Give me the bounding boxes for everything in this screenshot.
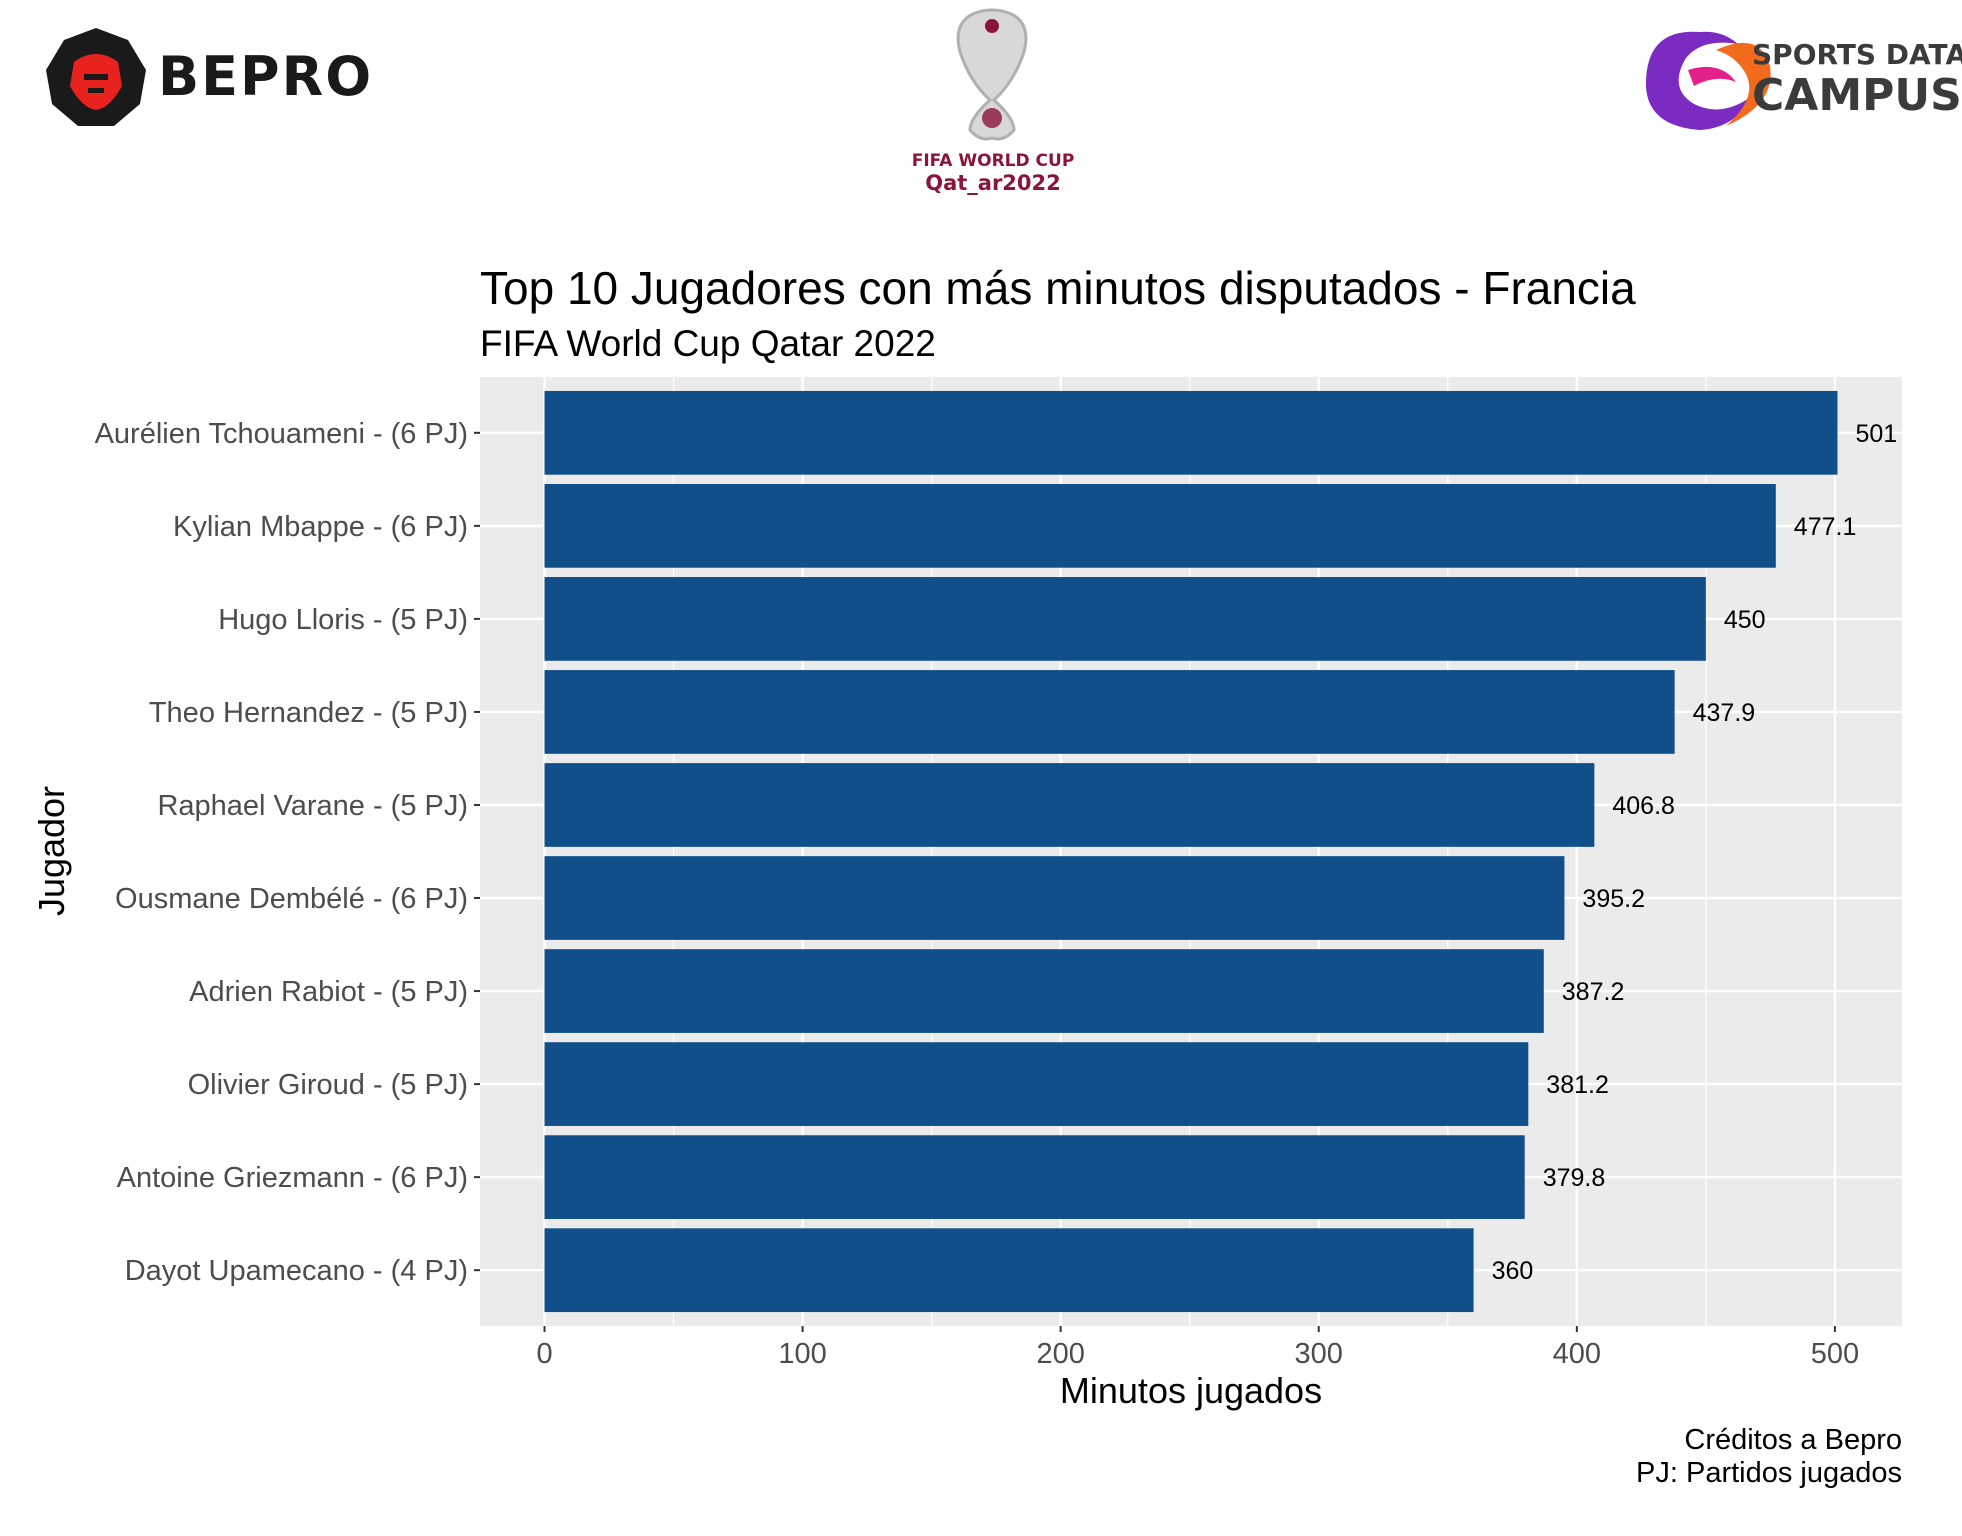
bar [544,390,1838,475]
data-label: 437.9 [1693,699,1756,727]
data-label: 395.2 [1582,885,1645,913]
data-label: 501 [1855,420,1897,448]
caption-legend-note: PJ: Partidos jugados [1636,1457,1902,1489]
x-axis: 0 100 200 300 400 500 [536,1326,1859,1370]
x-axis-title: Minutos jugados [1060,1370,1322,1411]
y-axis: Aurélien Tchouameni - (6 PJ) Kylian Mbapp… [95,418,480,1287]
bepro-wordmark: BEPRO [158,45,373,108]
data-label: 379.8 [1543,1164,1606,1192]
y-tick-label: Ousmane Dembélé - (6 PJ) [115,883,468,915]
bar [544,483,1776,568]
y-tick-label: Hugo Lloris - (5 PJ) [218,604,468,636]
data-labels: 501 477.1 450 437.9 406.8 395.2 387.2 381.2 379.… [1492,420,1898,1285]
fifa-logo-line1: FIFA WORLD CUP [912,151,1075,171]
x-tick-label: 300 [1295,1338,1343,1370]
caption-credits: Créditos a Bepro [1684,1424,1902,1456]
x-tick-label: 0 [536,1338,552,1370]
bar [544,670,1675,754]
data-label: 387.2 [1562,978,1625,1006]
bar [544,1042,1529,1126]
fifa-logo-line2: Qat_ar2022 [925,171,1061,195]
data-label: 406.8 [1612,792,1675,820]
bar [544,856,1565,940]
sports-data-campus-logo: SPORTS DATA CAMPUS [1645,31,1962,130]
data-label: 381.2 [1546,1071,1609,1099]
y-tick-label: Olivier Giroud - (5 PJ) [188,1069,468,1101]
bars [544,390,1838,1313]
y-tick-label: Theo Hernandez - (5 PJ) [149,697,468,729]
bar [544,1135,1525,1220]
data-label: 450 [1724,606,1766,634]
sdc-logo-line1: SPORTS DATA [1752,38,1962,71]
x-tick-label: 100 [778,1338,826,1370]
x-tick-label: 500 [1811,1338,1859,1370]
y-tick-label: Dayot Upamecano - (4 PJ) [125,1255,468,1287]
sdc-logo-line2: CAMPUS [1752,70,1962,121]
bepro-lion-icon [70,54,122,110]
bar [544,763,1595,847]
bar [544,1228,1474,1313]
y-tick-label: Kylian Mbappe - (6 PJ) [173,511,468,543]
fifa-world-cup-logo: FIFA WORLD CUP Qat_ar2022 [912,8,1075,195]
y-tick-label: Antoine Griezmann - (6 PJ) [117,1162,468,1194]
bar [544,577,1706,661]
x-tick-label: 200 [1036,1338,1084,1370]
bar [544,949,1544,1033]
trophy-icon [956,8,1028,141]
chart-title: Top 10 Jugadores con más minutos disputa… [480,262,1636,314]
y-axis-title: Jugador [31,786,72,916]
y-tick-label: Adrien Rabiot - (5 PJ) [189,976,468,1008]
y-tick-label: Raphael Varane - (5 PJ) [157,790,468,822]
chart-subtitle: FIFA World Cup Qatar 2022 [480,323,936,364]
y-tick-label: Aurélien Tchouameni - (6 PJ) [95,418,468,450]
campus-swirl-icon [1645,31,1752,130]
data-label: 360 [1492,1257,1534,1285]
header-logos: BEPRO FIFA WORLD CUP Qat_ar2022 SPORTS D… [46,8,1962,195]
x-tick-label: 400 [1553,1338,1601,1370]
data-label: 477.1 [1794,513,1857,541]
bepro-logo: BEPRO [46,28,373,126]
